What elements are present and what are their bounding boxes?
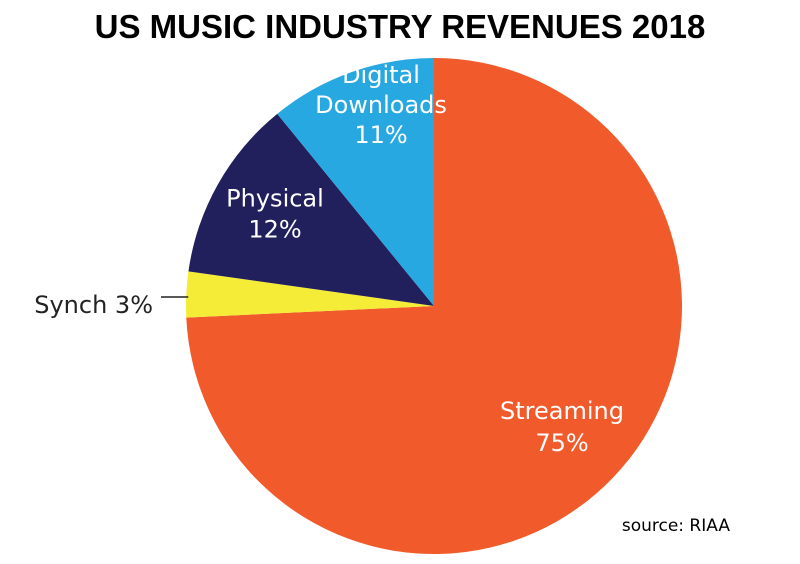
slice-label-streaming: 75% <box>535 429 588 457</box>
pie-slice-synch <box>186 271 434 318</box>
pie-slice-digital-downloads <box>277 58 434 306</box>
slice-label-physical: 12% <box>248 216 301 244</box>
pie-slice-streaming <box>186 58 682 554</box>
slice-label-physical: Physical <box>226 185 324 213</box>
slice-label-digital-downloads: Downloads <box>315 91 447 119</box>
slice-label-digital-downloads: Digital <box>342 61 420 89</box>
slice-label-streaming: Streaming <box>500 397 624 425</box>
slice-label-digital-downloads: 11% <box>354 121 407 149</box>
chart-title: US MUSIC INDUSTRY REVENUES 2018 <box>94 8 706 45</box>
source-note: source: RIAA <box>621 516 730 536</box>
pie-slice-physical <box>188 113 434 306</box>
slice-label-synch: Synch 3% <box>34 291 153 319</box>
